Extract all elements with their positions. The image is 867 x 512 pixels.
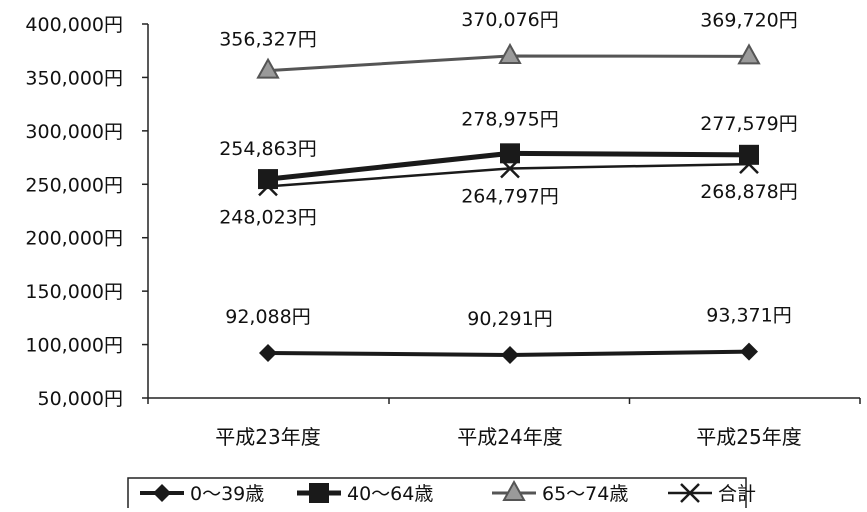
data-label: 370,076円: [461, 9, 559, 31]
y-tick-label: 400,000円: [25, 14, 123, 36]
x-tick-label: 平成24年度: [457, 425, 562, 449]
data-label: 369,720円: [700, 9, 798, 31]
data-point-marker: [740, 342, 758, 361]
x-marker-stroke: [739, 154, 759, 174]
data-label: 90,291円: [467, 308, 552, 330]
data-label: 268,878円: [700, 181, 798, 203]
data-label: 356,327円: [219, 29, 317, 51]
data-label: 248,023円: [219, 206, 317, 228]
data-point-marker: [500, 158, 520, 179]
y-tick-label: 250,000円: [25, 174, 123, 196]
y-tick-label: 300,000円: [25, 121, 123, 143]
data-label: 92,088円: [225, 306, 310, 328]
x-marker-stroke: [258, 176, 278, 197]
legend-label: 0〜39歳: [190, 483, 264, 505]
data-label: 254,863円: [219, 138, 317, 160]
y-tick-label: 100,000円: [25, 335, 123, 357]
y-tick-label: 150,000円: [25, 281, 123, 303]
y-tick-label: 50,000円: [38, 388, 123, 410]
x-tick-label: 平成23年度: [215, 425, 320, 449]
legend: 0〜39歳 40〜64歳 65〜74歳 合計: [127, 477, 756, 511]
markers-layer: [256, 42, 761, 364]
legend-marker: [502, 479, 526, 501]
data-point-marker: [259, 344, 277, 363]
data-label: 93,371円: [706, 305, 791, 327]
data-point-marker: [739, 154, 759, 174]
data-point-marker: [739, 144, 759, 165]
data-labels-layer: 92,088円 90,291円 93,371円 254,863円 278,975円 277…: [219, 9, 798, 330]
data-point-marker: [256, 57, 280, 79]
data-point-marker: [258, 169, 278, 190]
x-marker-stroke: [500, 158, 520, 179]
data-point-marker: [737, 43, 761, 65]
axes-layer: 50,000円 100,000円 150,000円 200,000円 250,000円 3…: [25, 14, 861, 449]
x-tick-label: 平成25年度: [696, 425, 801, 449]
data-point-marker: [498, 42, 522, 64]
legend-marker: [680, 483, 700, 503]
x-marker-stroke: [680, 483, 700, 503]
legend-marker: [309, 483, 329, 503]
data-point-marker: [501, 345, 519, 364]
data-label: 277,579円: [700, 113, 798, 135]
data-point-marker: [500, 143, 520, 164]
legend-label: 65〜74歳: [542, 483, 628, 505]
legend-marker: [153, 484, 171, 502]
y-tick-label: 350,000円: [25, 67, 123, 89]
y-tick-label: 200,000円: [25, 228, 123, 250]
legend-label: 40〜64歳: [347, 483, 433, 505]
data-point-marker: [258, 176, 278, 197]
data-label: 264,797円: [461, 185, 559, 207]
legend-label: 合計: [718, 483, 756, 505]
data-label: 278,975円: [461, 108, 559, 130]
